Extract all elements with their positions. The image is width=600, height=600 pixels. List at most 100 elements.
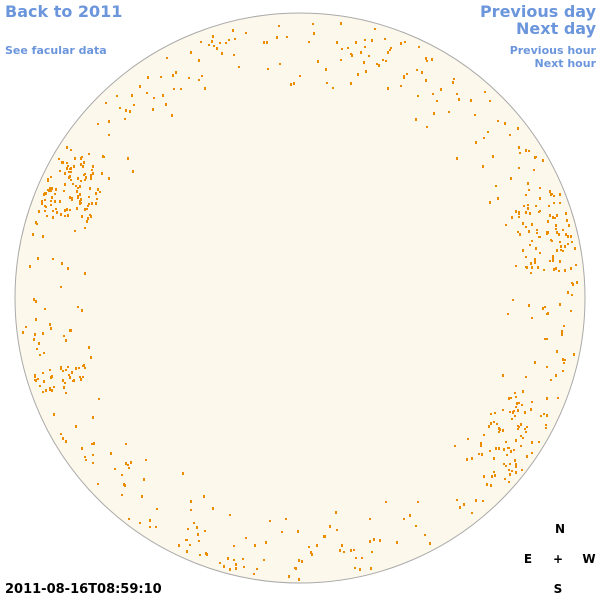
facula [426, 126, 428, 128]
facula [63, 335, 65, 337]
facula [212, 35, 214, 38]
prev-hour-link[interactable]: Previous hour [509, 44, 596, 57]
facula [471, 512, 473, 514]
facula [42, 391, 44, 393]
facula [542, 159, 544, 162]
facula [530, 272, 532, 274]
facula [285, 518, 287, 520]
facula [90, 177, 92, 180]
facula [127, 464, 129, 466]
facula [566, 219, 568, 222]
facula [363, 61, 365, 64]
facula [488, 425, 490, 428]
facula [160, 76, 162, 78]
facula [66, 162, 68, 164]
facula [400, 85, 402, 87]
facula [504, 478, 506, 480]
prev-day-link[interactable]: Previous day [479, 2, 596, 21]
facula [555, 267, 557, 270]
next-hour-link[interactable]: Next hour [534, 57, 597, 70]
facula [559, 260, 561, 263]
facula [143, 478, 145, 481]
facula [63, 386, 65, 389]
facula [166, 57, 168, 59]
facula [517, 127, 519, 130]
facula [325, 68, 327, 71]
facula [353, 549, 355, 551]
facula [474, 114, 476, 116]
facula [510, 397, 512, 399]
facula [534, 258, 536, 261]
facula [213, 45, 215, 47]
facula [361, 557, 363, 559]
facula [145, 459, 147, 461]
facula [570, 310, 572, 312]
facula [520, 435, 522, 437]
facula [34, 333, 36, 336]
facula [369, 518, 371, 520]
facula [59, 170, 61, 172]
facula [211, 40, 213, 43]
next-day-link[interactable]: Next day [516, 19, 596, 38]
facula [493, 421, 495, 423]
facula [95, 192, 97, 195]
facula [229, 514, 231, 516]
facula [42, 235, 44, 238]
faculae [22, 22, 578, 581]
facula [573, 353, 575, 356]
facula [76, 207, 78, 210]
facula [77, 196, 79, 199]
facula [50, 327, 52, 330]
facula [72, 183, 74, 185]
facula [219, 562, 221, 564]
facula [512, 411, 514, 414]
facula [127, 157, 129, 160]
facula [545, 424, 547, 426]
facula [558, 270, 560, 272]
facula [243, 566, 245, 568]
facula [70, 179, 72, 181]
facula [529, 212, 531, 215]
back-link[interactable]: Back to 2011 [5, 2, 123, 21]
facula [88, 203, 90, 205]
facula [576, 281, 578, 284]
facula [119, 107, 121, 109]
facula [458, 98, 460, 101]
facula [64, 382, 66, 384]
facula [308, 546, 310, 548]
facula [234, 38, 236, 40]
facula [125, 443, 127, 445]
facula [534, 261, 536, 264]
facula [88, 346, 90, 349]
facula [77, 177, 79, 180]
facula [548, 205, 550, 207]
facula [355, 557, 357, 559]
facula [45, 206, 47, 208]
facula [50, 204, 52, 206]
facula [486, 483, 488, 486]
facula [539, 210, 541, 212]
facula [77, 306, 79, 308]
facula [242, 558, 244, 560]
facula [570, 267, 572, 270]
facula [54, 193, 56, 195]
facula [551, 240, 553, 242]
facula [25, 326, 27, 328]
facula [497, 197, 499, 200]
facula [65, 392, 67, 394]
facular-link[interactable]: See facular data [5, 44, 107, 57]
facula [60, 368, 62, 370]
facula [517, 425, 519, 427]
facula [429, 542, 431, 545]
facula [39, 354, 41, 356]
facula [527, 204, 529, 206]
facula [379, 539, 381, 542]
facula [88, 196, 90, 198]
facula [562, 358, 564, 361]
facula [44, 308, 46, 310]
facula [471, 457, 473, 460]
facula [409, 514, 411, 517]
facula [71, 197, 73, 199]
facula [547, 220, 549, 223]
facula [50, 176, 52, 178]
